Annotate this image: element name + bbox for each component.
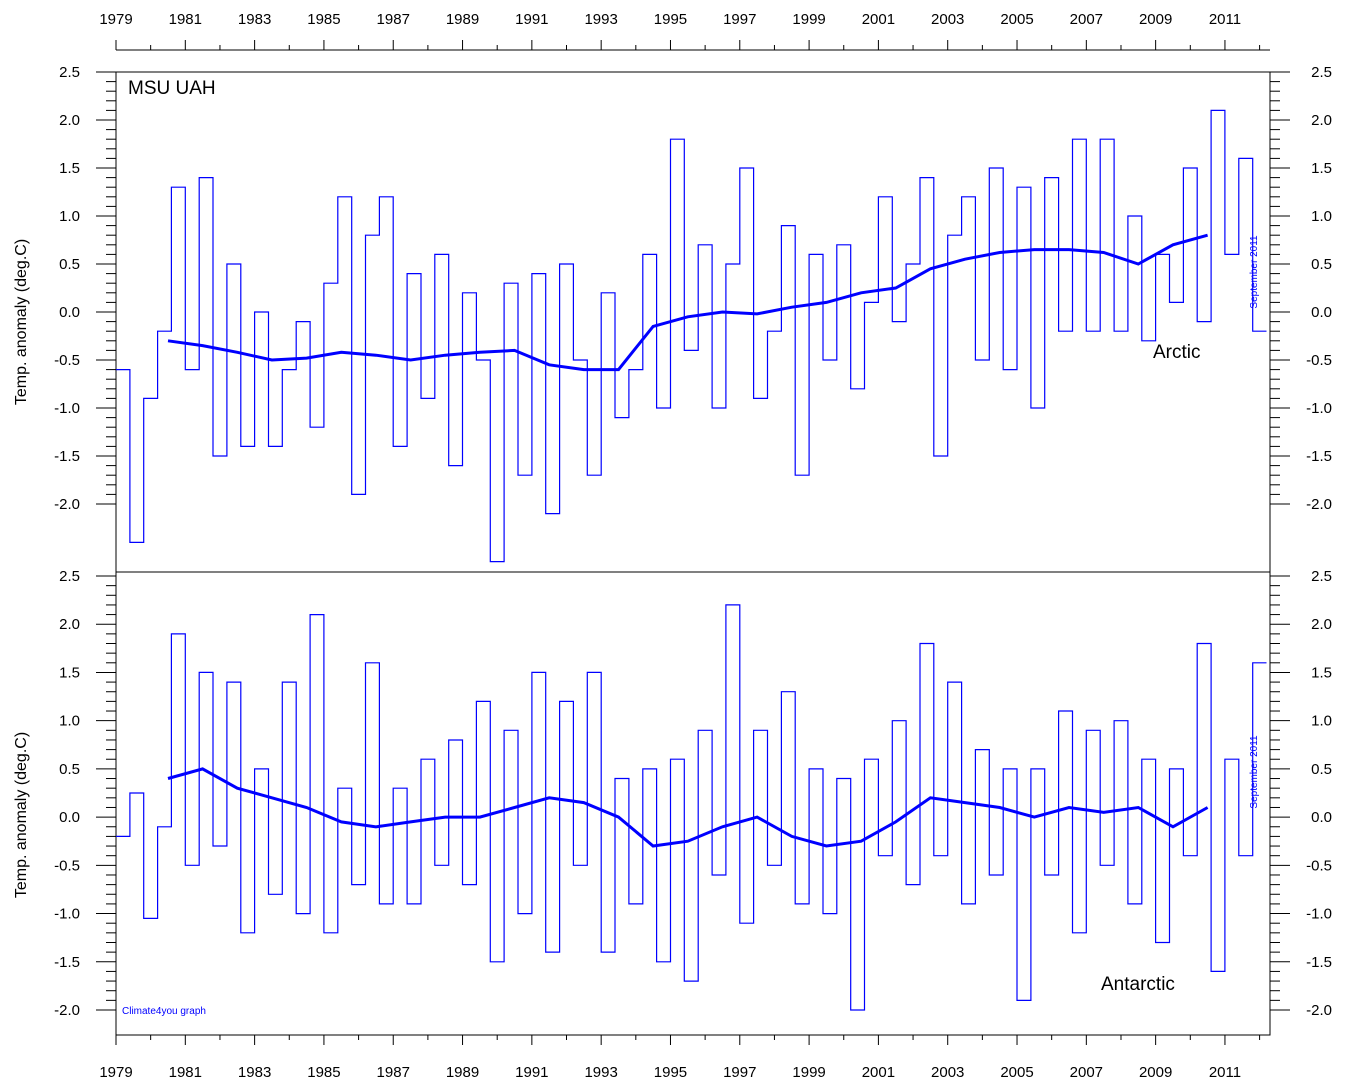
y-ticks: 2.5 2.5 2.0 2.0 1.5 1.5 1.0 1.0 0.5 0.5 0.0 0.0 -0.5… xyxy=(54,64,1332,1019)
bottom-x-tick-label: 2011 xyxy=(1209,1064,1241,1081)
top-x-tick-label: 1995 xyxy=(654,11,687,28)
y-tick-label-left: 0.5 xyxy=(59,256,80,273)
y-tick-label-left: -1.5 xyxy=(54,954,80,971)
y-tick-label-right: -2.0 xyxy=(1306,1002,1332,1019)
arctic-label: Arctic xyxy=(1153,342,1201,363)
bottom-x-tick-label: 1987 xyxy=(377,1064,410,1081)
y-tick-label-right: -0.5 xyxy=(1306,352,1332,369)
bottom-x-tick-label: 1999 xyxy=(792,1064,825,1081)
bottom-x-tick-label: 1979 xyxy=(99,1064,132,1081)
y-tick-label-left: 1.0 xyxy=(59,208,80,225)
bottom-x-tick-label: 2001 xyxy=(862,1064,895,1081)
y-tick-label-right: 1.5 xyxy=(1311,160,1332,177)
top-series-group xyxy=(116,109,1267,563)
top-x-tick-label: 2011 xyxy=(1209,11,1241,28)
y-tick-label-right: 1.0 xyxy=(1311,713,1332,730)
y-tick-label-left: 0.0 xyxy=(59,304,80,321)
bottom-side-note: September 2011 xyxy=(1249,735,1260,809)
monthly-series-line xyxy=(116,604,1267,1011)
top-x-tick-label: 1983 xyxy=(238,11,271,28)
running-mean-line xyxy=(167,767,1209,848)
y-tick-label-right: -2.0 xyxy=(1306,496,1332,513)
y-tick-label-left: 2.0 xyxy=(59,112,80,129)
y-tick-label-left: -1.0 xyxy=(54,906,80,923)
chart-title: MSU UAH xyxy=(128,78,216,99)
y-tick-label-right: 0.5 xyxy=(1311,256,1332,273)
y-tick-label-left: -1.0 xyxy=(54,400,80,417)
top-x-tick-label: 1979 xyxy=(99,11,132,28)
top-x-tick-label: 1991 xyxy=(515,11,548,28)
bottom-x-tick-label: 1989 xyxy=(446,1064,479,1081)
bottom-x-tick-label: 2003 xyxy=(931,1064,964,1081)
bottom-x-tick-label: 1983 xyxy=(238,1064,271,1081)
top-y-axis-title: Temp. anomaly (deg.C) xyxy=(13,239,30,405)
y-tick-label-left: 2.0 xyxy=(59,616,80,633)
y-tick-label-right: 0.5 xyxy=(1311,761,1332,778)
y-tick-label-left: -2.0 xyxy=(54,496,80,513)
y-tick-label-right: -1.0 xyxy=(1306,400,1332,417)
y-tick-label-right: 2.0 xyxy=(1311,616,1332,633)
credit-label: Climate4you graph xyxy=(122,1006,206,1017)
monthly-series-line xyxy=(116,109,1267,563)
top-x-tick-label: 2003 xyxy=(931,11,964,28)
bottom-x-tick-label: 1995 xyxy=(654,1064,687,1081)
y-tick-label-right: -1.5 xyxy=(1306,448,1332,465)
top-x-tick-label: 1985 xyxy=(307,11,340,28)
top-x-tick-label: 1987 xyxy=(377,11,410,28)
bottom-x-tick-label: 2009 xyxy=(1139,1064,1172,1081)
y-tick-label-right: -0.5 xyxy=(1306,857,1332,874)
bottom-x-tick-label: 1991 xyxy=(515,1064,548,1081)
bottom-panel-frame xyxy=(115,571,1271,1036)
top-x-tick-label: 2009 xyxy=(1139,11,1172,28)
bottom-x-tick-label: 1985 xyxy=(307,1064,340,1081)
bottom-x-tick-label: 2005 xyxy=(1000,1064,1033,1081)
y-tick-label-right: 2.5 xyxy=(1311,568,1332,585)
bottom-x-tick-label: 1981 xyxy=(169,1064,202,1081)
top-x-tick-label: 2001 xyxy=(862,11,895,28)
y-tick-label-right: -1.5 xyxy=(1306,954,1332,971)
y-tick-label-right: 1.0 xyxy=(1311,208,1332,225)
y-tick-label-right: 2.5 xyxy=(1311,64,1332,81)
top-side-note: September 2011 xyxy=(1249,235,1260,309)
top-x-tick-label: 1989 xyxy=(446,11,479,28)
y-tick-label-right: 1.5 xyxy=(1311,664,1332,681)
y-tick-label-left: 0.5 xyxy=(59,761,80,778)
y-tick-label-right: 0.0 xyxy=(1311,809,1332,826)
bottom-x-tick-label: 1997 xyxy=(723,1064,756,1081)
bottom-y-axis-title: Temp. anomaly (deg.C) xyxy=(13,732,30,898)
top-panel-frame xyxy=(115,71,1271,573)
top-x-tick-label: 1993 xyxy=(584,11,617,28)
y-tick-label-left: 2.5 xyxy=(59,568,80,585)
y-tick-label-right: -1.0 xyxy=(1306,906,1332,923)
y-tick-label-left: -0.5 xyxy=(54,352,80,369)
top-x-tick-label: 1997 xyxy=(723,11,756,28)
top-x-ticks: 1979 1981 1983 1985 1987 1989 1991 1993 1995 1997… xyxy=(99,11,1261,50)
top-x-tick-label: 2005 xyxy=(1000,11,1033,28)
y-tick-label-right: 2.0 xyxy=(1311,112,1332,129)
top-x-tick-label: 1999 xyxy=(792,11,825,28)
y-tick-label-right: 0.0 xyxy=(1311,304,1332,321)
top-x-tick-label: 1981 xyxy=(169,11,202,28)
antarctic-label: Antarctic xyxy=(1101,974,1175,995)
bottom-x-ticks: 1979 1981 1983 1985 1987 1989 1991 1993 1995 1997… xyxy=(99,1035,1261,1081)
y-tick-label-left: -1.5 xyxy=(54,448,80,465)
bottom-series-group xyxy=(116,604,1267,1011)
bottom-x-tick-label: 2007 xyxy=(1070,1064,1103,1081)
y-tick-label-left: 1.5 xyxy=(59,160,80,177)
y-tick-label-left: 0.0 xyxy=(59,809,80,826)
bottom-x-tick-label: 1993 xyxy=(584,1064,617,1081)
y-tick-label-left: -2.0 xyxy=(54,1002,80,1019)
y-tick-label-left: 1.0 xyxy=(59,713,80,730)
running-mean-line xyxy=(167,233,1209,372)
top-x-tick-label: 2007 xyxy=(1070,11,1103,28)
y-tick-label-left: -0.5 xyxy=(54,857,80,874)
y-tick-label-left: 2.5 xyxy=(59,64,80,81)
y-tick-label-left: 1.5 xyxy=(59,664,80,681)
